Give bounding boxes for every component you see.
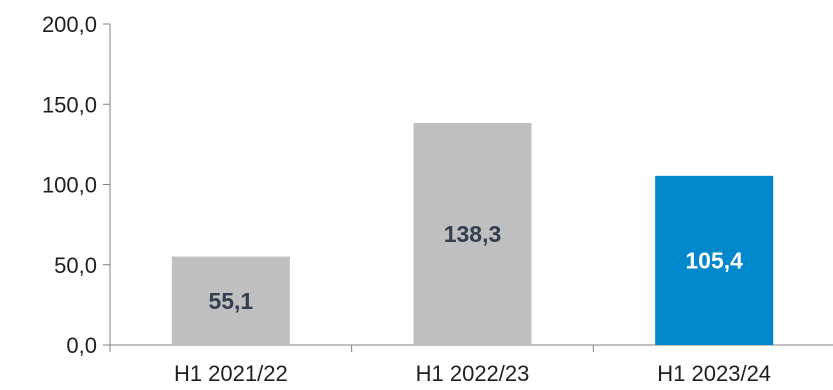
y-tick-label: 150,0 [42, 92, 97, 117]
bar-1 [171, 256, 290, 345]
category-label-2: H1 2022/23 [416, 361, 530, 386]
category-label-1: H1 2021/22 [174, 361, 288, 386]
category-label-3: H1 2023/24 [657, 361, 771, 386]
y-tick-label: 0,0 [66, 333, 97, 358]
data-labels: 55,1 138,3 105,4 [208, 221, 743, 314]
data-label-2: 138,3 [444, 221, 502, 247]
x-axis-ticks [109, 345, 594, 352]
data-label-3: 105,4 [685, 247, 743, 273]
category-labels: H1 2021/22 H1 2022/23 H1 2023/24 [174, 361, 771, 386]
bar-3 [655, 175, 774, 345]
bar-2 [413, 123, 532, 345]
y-axis-ticks: 0,0 50,0 100,0 150,0 200,0 [42, 12, 110, 358]
bars [171, 123, 774, 345]
data-label-1: 55,1 [208, 288, 253, 314]
y-tick-label: 100,0 [42, 173, 97, 198]
y-tick-label: 200,0 [42, 12, 97, 37]
y-tick-label: 50,0 [54, 253, 97, 278]
